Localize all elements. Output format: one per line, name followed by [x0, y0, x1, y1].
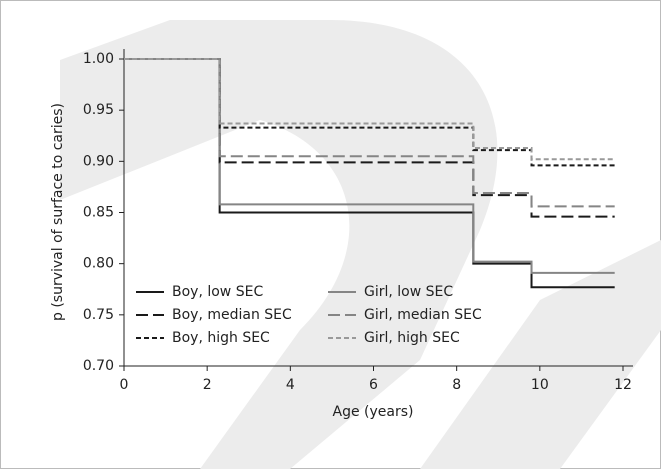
x-tick-label: 12: [614, 377, 632, 393]
y-tick-label: 1.00: [83, 51, 114, 67]
x-tick-label: 0: [120, 377, 129, 393]
y-tick-label: 0.90: [83, 153, 114, 169]
y-axis-label: p (survival of surface to caries): [50, 103, 66, 321]
x-tick-label: 4: [286, 377, 295, 393]
watermark: [60, 20, 498, 469]
y-tick-label: 0.70: [83, 358, 114, 374]
legend-label: Boy, low SEC: [172, 284, 263, 300]
y-tick-label: 0.80: [83, 256, 114, 272]
legend-label: Boy, high SEC: [172, 330, 270, 346]
y-tick-label: 0.85: [83, 205, 114, 221]
x-tick-label: 6: [369, 377, 378, 393]
legend-label: Boy, median SEC: [172, 307, 292, 323]
x-axis-label: Age (years): [333, 404, 414, 420]
x-tick-label: 2: [203, 377, 212, 393]
watermark: [420, 240, 661, 469]
y-tick-label: 0.75: [83, 307, 114, 323]
x-tick-label: 8: [452, 377, 461, 393]
x-tick-label: 10: [531, 377, 549, 393]
legend-label: Girl, low SEC: [364, 284, 453, 300]
legend-label: Girl, median SEC: [364, 307, 482, 323]
legend-label: Girl, high SEC: [364, 330, 460, 346]
survival-line: [124, 58, 615, 208]
y-tick-label: 0.95: [83, 102, 114, 118]
survival-line: [124, 58, 615, 161]
